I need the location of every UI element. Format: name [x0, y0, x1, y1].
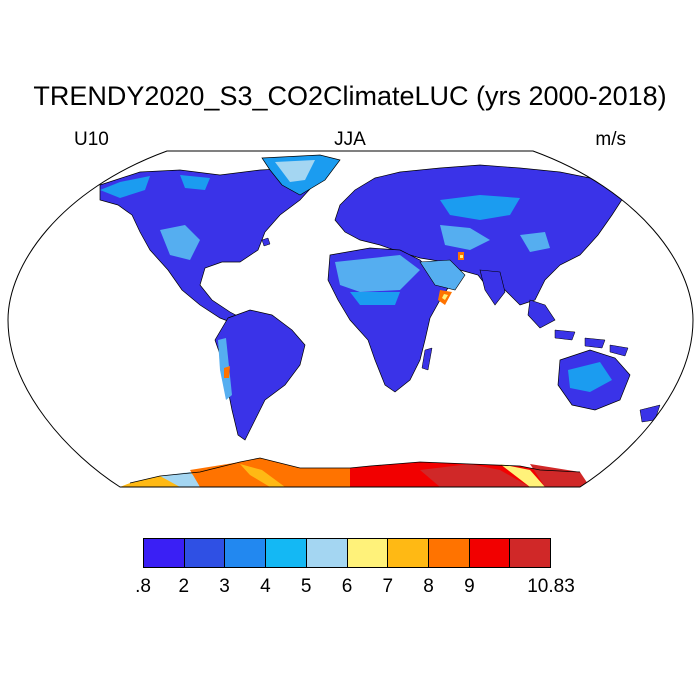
colorbar-tick-label: 9 [464, 576, 475, 597]
colorbar-tick-label: 8 [423, 576, 434, 597]
north-america [99, 167, 321, 326]
colorbar-tick-label: 7 [382, 576, 394, 597]
south-america [214, 309, 306, 441]
globe-outline [7, 150, 694, 488]
plot-title: TRENDY2020_S3_CO2ClimateLUC (yrs 2000-20… [33, 81, 667, 111]
units-label: m/s [595, 129, 626, 150]
colorbar-swatch [225, 539, 267, 567]
colorbar-swatch [266, 539, 307, 567]
season-label: JJA [334, 129, 366, 150]
colorbar-tick-label: 5 [300, 576, 312, 597]
colorbar-tick-label: 6 [341, 576, 353, 597]
greenland [261, 154, 341, 196]
australia [557, 349, 631, 411]
colorbar-tick-label: 4 [260, 576, 271, 597]
colorbar-swatch [184, 539, 226, 567]
colorbar-swatch [388, 539, 429, 567]
colorbar-swatch [144, 539, 185, 567]
colorbar-swatch [306, 539, 348, 567]
antarctica [120, 457, 590, 487]
colorbar-swatch [347, 539, 389, 567]
colorbar-swatch [428, 539, 470, 567]
colorbar-tick-label: .8 [135, 576, 151, 597]
colorbar-ticks: .8 2 3 4 5 6 7 8 9 10.83 [0, 576, 700, 600]
colorbar-tick-label: 10.83 [527, 576, 575, 597]
variable-label: U10 [74, 129, 109, 150]
colorbar-tick-label: 2 [178, 576, 190, 597]
eurasia [334, 164, 626, 329]
islands [261, 237, 661, 423]
colorbar-tick-label: 3 [219, 576, 230, 597]
colorbar [143, 538, 551, 568]
colorbar-swatch [469, 539, 511, 567]
colorbar-swatch [510, 539, 551, 567]
africa [327, 247, 466, 393]
